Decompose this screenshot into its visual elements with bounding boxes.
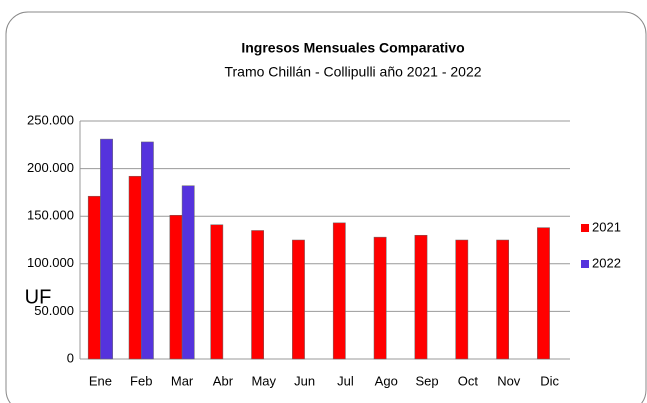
x-tick-label: Feb (130, 373, 152, 388)
x-tick-label: Jun (294, 373, 315, 388)
x-tick-label: Abr (213, 373, 234, 388)
bar (373, 236, 387, 360)
legend-swatch (581, 260, 589, 268)
x-tick-label: Dic (540, 373, 559, 388)
chart-title: Ingresos Mensuales Comparativo (241, 40, 464, 56)
x-tick-label: May (251, 373, 276, 388)
y-tick-label: 50.000 (34, 303, 74, 318)
legend-label: 2021 (592, 219, 621, 234)
y-axis-label: UF (25, 286, 52, 308)
legend-swatch (581, 224, 589, 232)
x-tick-label: Jul (337, 373, 354, 388)
bar (414, 234, 428, 360)
x-tick-label: Nov (497, 373, 521, 388)
x-tick-label: Sep (416, 373, 439, 388)
y-tick-label: 150.000 (27, 208, 74, 223)
y-tick-label: 100.000 (27, 255, 74, 270)
bar (537, 227, 550, 360)
x-tick-label: Ene (89, 373, 112, 388)
bar (332, 222, 346, 360)
bar (292, 239, 305, 360)
bar (169, 214, 183, 360)
bar (455, 239, 469, 360)
bar (100, 138, 113, 360)
bar (87, 195, 101, 360)
chart-border (5, 11, 647, 403)
y-tick-label: 0 (67, 350, 74, 365)
y-tick-label: 250.000 (27, 112, 74, 127)
bar (210, 224, 224, 360)
chart-subtitle: Tramo Chillán - Collipulli año 2021 - 20… (224, 64, 481, 80)
x-tick-label: Ago (375, 373, 398, 388)
legend-label: 2022 (592, 255, 621, 270)
bar (128, 175, 142, 360)
bar (141, 141, 154, 360)
x-tick-label: Oct (458, 373, 479, 388)
bar (251, 230, 264, 360)
bar (496, 239, 509, 360)
bar (181, 185, 195, 360)
y-tick-label: 200.000 (27, 160, 74, 175)
x-tick-label: Mar (171, 373, 194, 388)
